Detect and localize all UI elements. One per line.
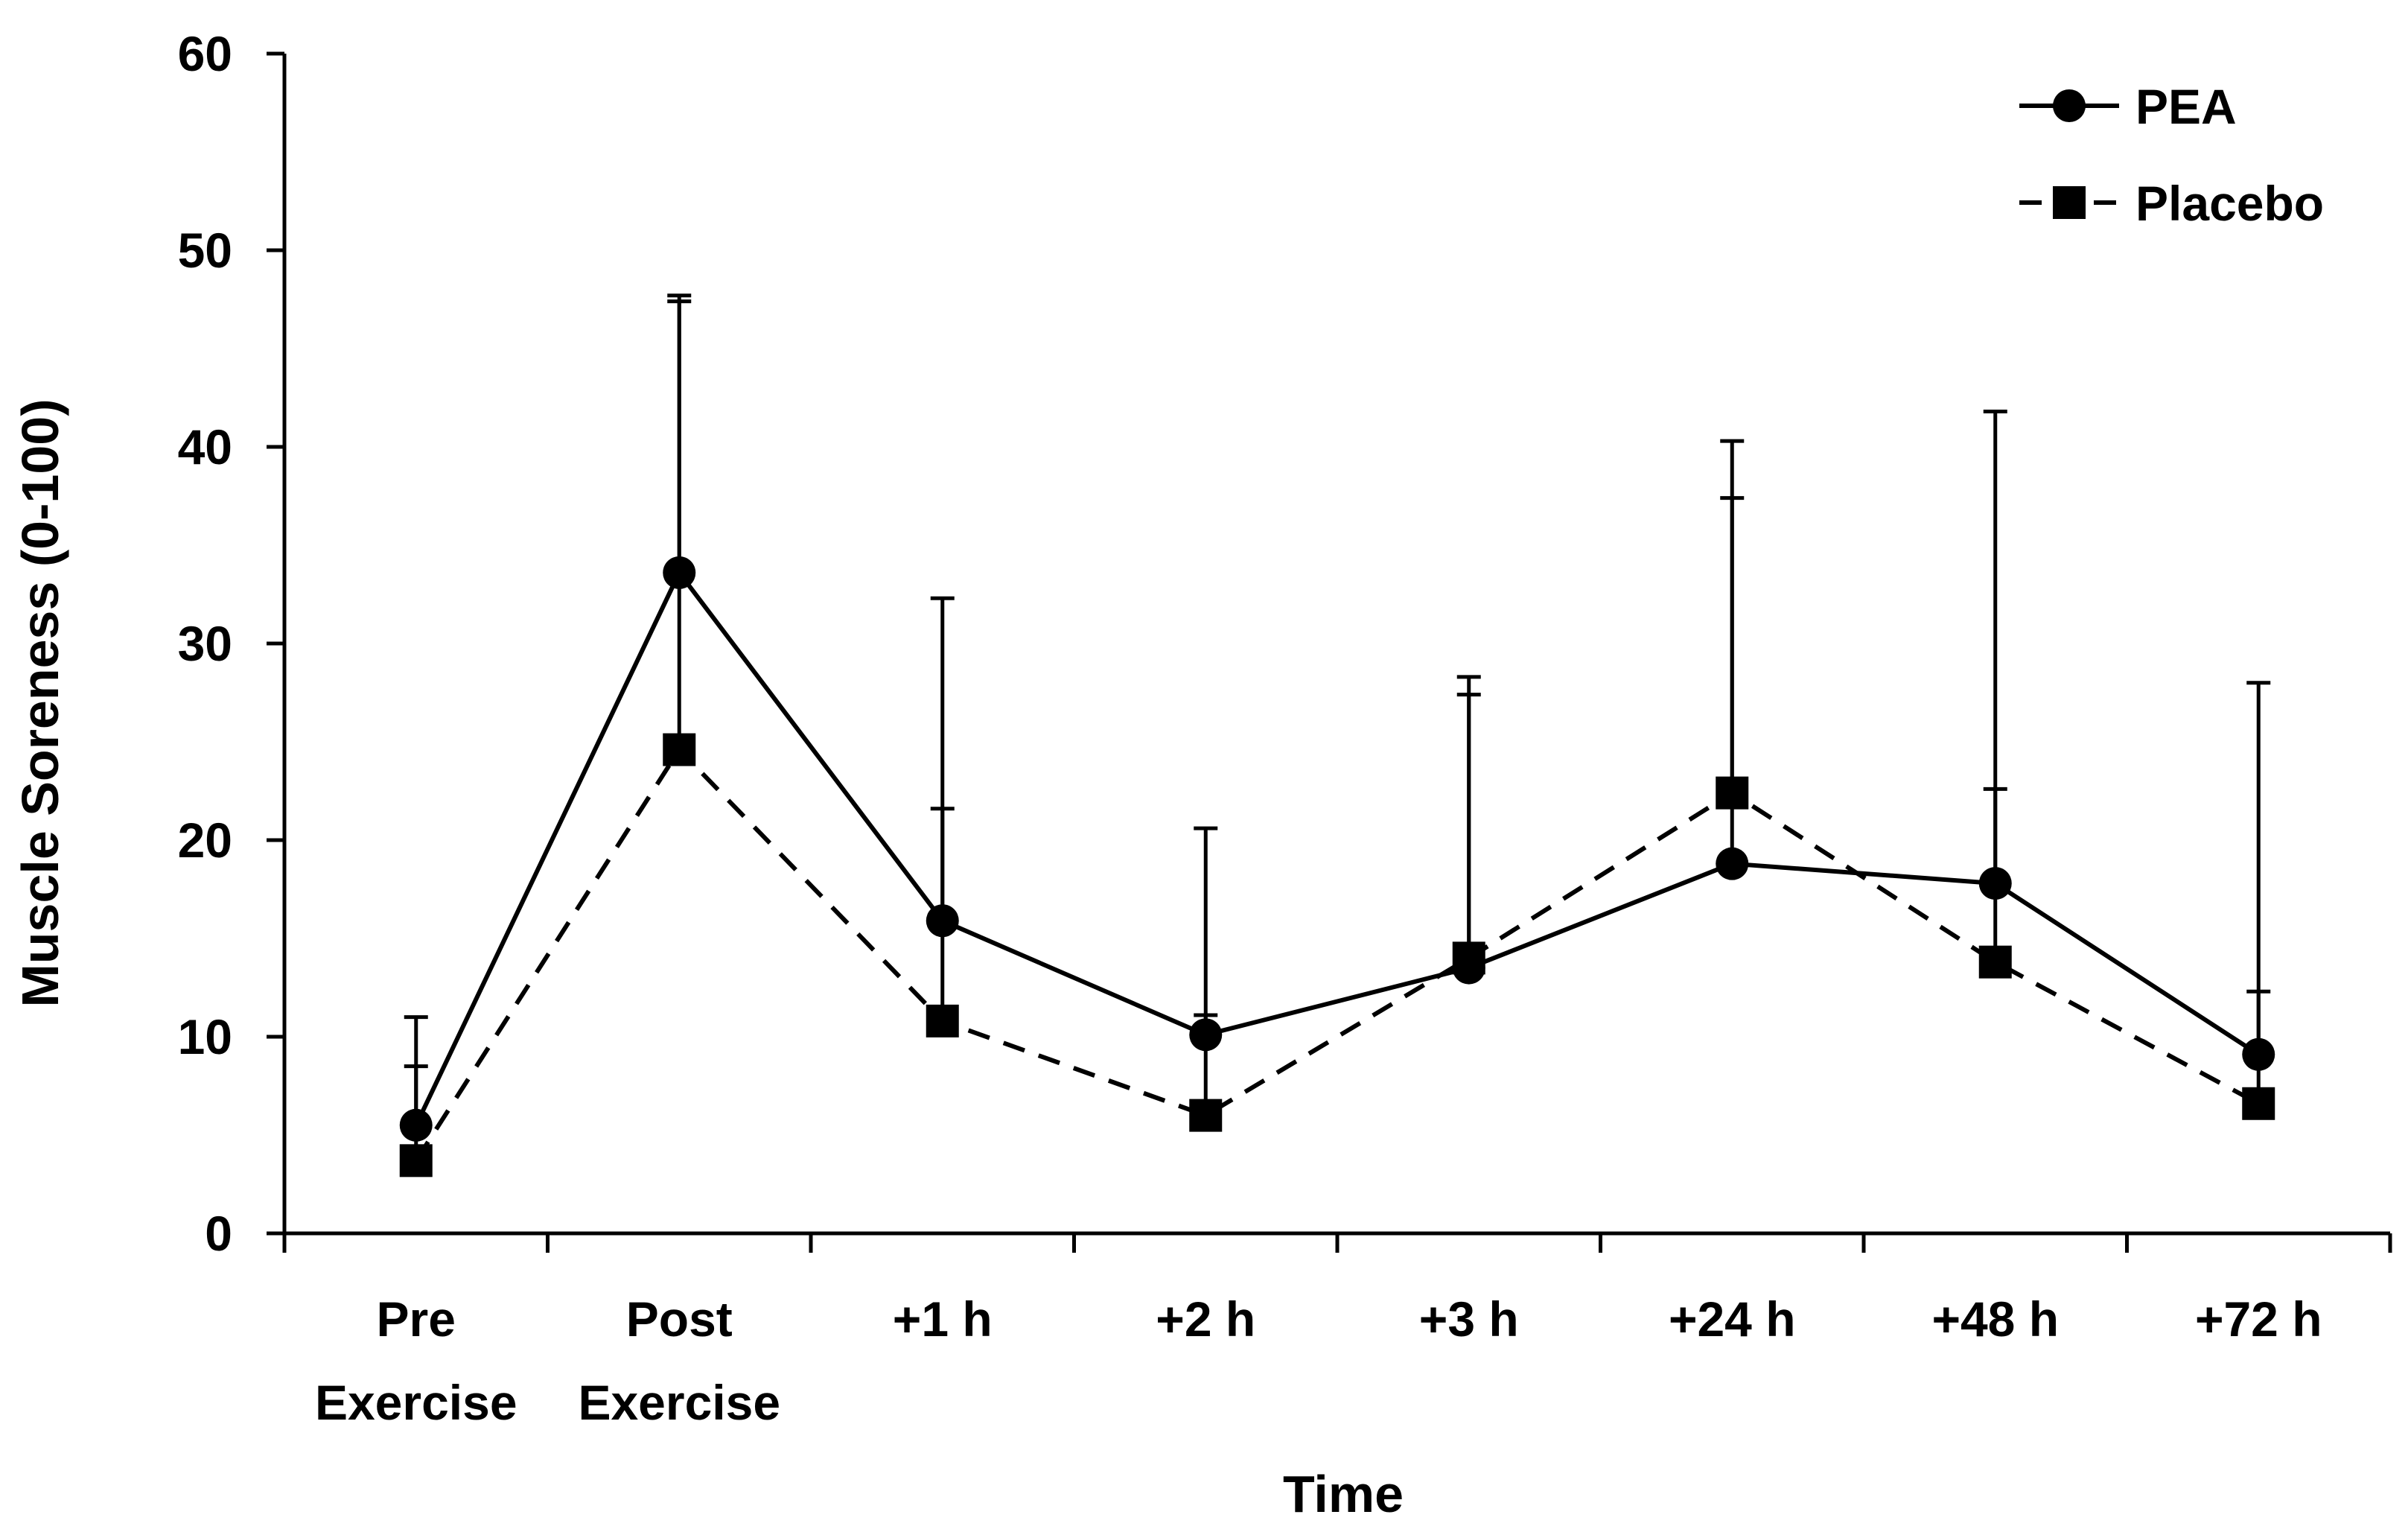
series-lines [414, 570, 2260, 1162]
y-tick-label-20: 20 [178, 813, 232, 868]
point-placebo-6 [1978, 945, 2012, 979]
legend-label-pea: PEA [2135, 79, 2237, 134]
point-placebo-4 [1452, 941, 1485, 975]
point-placebo-2 [926, 1004, 959, 1037]
point-pea-3 [1189, 1018, 1223, 1052]
legend-label-placebo: Placebo [2135, 176, 2324, 231]
x-tick-label-7: +72 h [2195, 1291, 2322, 1347]
x-tick-label-line: +3 h [1419, 1291, 1519, 1347]
series-line-pea [414, 570, 2260, 1127]
x-tick-label-line: +72 h [2195, 1291, 2322, 1347]
point-placebo-3 [1189, 1099, 1223, 1132]
point-placebo-1 [663, 733, 696, 766]
point-pea-6 [1978, 867, 2012, 900]
point-pea-2 [926, 904, 959, 938]
x-tick-label-6: +48 h [1931, 1291, 2059, 1347]
x-tick-label-line: +1 h [893, 1291, 993, 1347]
point-pea-7 [2242, 1037, 2275, 1071]
y-tick-label-40: 40 [178, 419, 232, 474]
error-bars [404, 293, 2271, 1161]
legend-marker-pea [2053, 89, 2086, 122]
point-pea-5 [1716, 847, 1749, 880]
series-markers [399, 556, 2275, 1178]
x-tick-label-5: +24 h [1669, 1291, 1796, 1347]
point-pea-0 [399, 1108, 433, 1142]
legend-marker-placebo [2053, 186, 2086, 219]
y-tick-label-60: 60 [178, 26, 232, 81]
y-axis-title: Muscle Soreness (0-100) [11, 398, 69, 1007]
x-tick-label-line: Exercise [578, 1375, 780, 1430]
series-line-placebo [414, 747, 2260, 1162]
y-tick-label-50: 50 [178, 223, 232, 278]
legend: PEA Placebo [2019, 79, 2324, 231]
x-tick-label-3: +2 h [1156, 1291, 1255, 1347]
y-tick-label-10: 10 [178, 1009, 232, 1064]
x-tick-label-line: Pre [377, 1291, 456, 1347]
point-placebo-5 [1716, 776, 1749, 810]
x-tick-label-1: Post Exercise [578, 1291, 780, 1430]
x-axis-title: Time [1283, 1465, 1404, 1523]
x-tick-label-line: +48 h [1931, 1291, 2059, 1347]
x-tick-label-2: +1 h [893, 1291, 993, 1347]
x-tick-label-line: +2 h [1156, 1291, 1255, 1347]
point-pea-1 [663, 556, 696, 589]
point-placebo-0 [399, 1144, 433, 1178]
point-placebo-7 [2242, 1087, 2275, 1120]
x-tick-label-line: Exercise [315, 1375, 517, 1430]
y-tick-label-0: 0 [205, 1206, 232, 1261]
y-tick-label-30: 30 [178, 616, 232, 671]
x-tick-label-line: +24 h [1669, 1291, 1796, 1347]
x-tick-label-4: +3 h [1419, 1291, 1519, 1347]
x-tick-label-line: Post [626, 1291, 733, 1347]
axes [267, 51, 2392, 1253]
x-tick-label-0: Pre Exercise [315, 1291, 517, 1430]
tick-labels: 0 10 20 30 40 50 60 Pre Exercise Post Exercise +1 h… [178, 26, 2322, 1430]
